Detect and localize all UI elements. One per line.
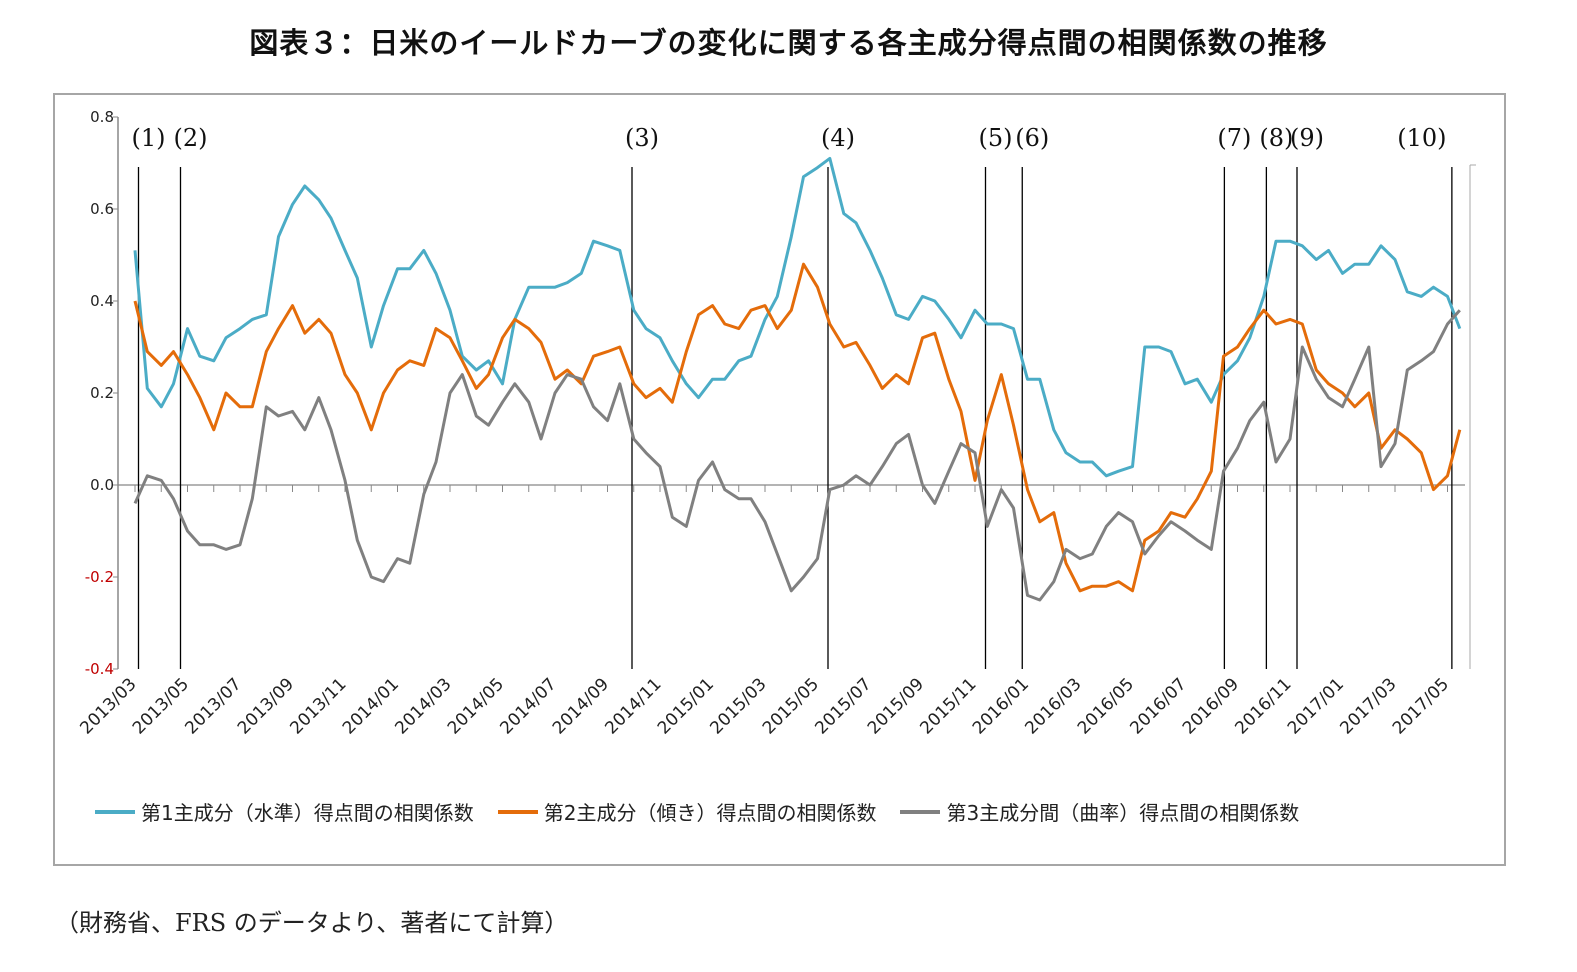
event-label: (9) (1290, 124, 1324, 152)
x-tick-label: 2016/05 (1074, 674, 1138, 738)
legend-swatch-level (95, 809, 135, 814)
x-tick-label: 2014/11 (601, 674, 665, 738)
x-tick-label: 2013/11 (286, 674, 350, 738)
x-tick-label: 2015/07 (811, 674, 875, 738)
x-tick-label: 2017/01 (1284, 674, 1348, 738)
series-slope-line (133, 262, 1462, 593)
event-label: (10) (1397, 124, 1446, 152)
event-label: (2) (174, 124, 208, 152)
event-label: (6) (1015, 124, 1049, 152)
legend-swatch-slope (497, 809, 538, 814)
x-tick-label: 2013/05 (129, 674, 193, 738)
y-tick-label: -0.4 (85, 660, 114, 678)
event-label: (8) (1259, 124, 1293, 152)
x-tick-label: 2017/05 (1389, 674, 1453, 738)
event-label: (7) (1217, 124, 1251, 152)
legend-item-slope: 第2主成分（傾き）得点間の相関係数 (497, 797, 877, 826)
series-level-line (133, 156, 1462, 478)
event-label: (4) (821, 124, 855, 152)
y-tick-label: 0.6 (90, 200, 114, 218)
x-tick-label: 2015/05 (759, 674, 823, 738)
legend-label-slope: 第2主成分（傾き）得点間の相関係数 (543, 801, 877, 825)
chart-frame (53, 93, 1506, 866)
x-tick-label: 2015/11 (916, 674, 980, 738)
y-tick-label: -0.2 (85, 568, 114, 586)
event-label: (1) (132, 124, 166, 152)
x-tick-label: 2015/03 (706, 674, 770, 738)
x-tick-label: 2013/03 (76, 674, 140, 738)
y-tick-label: 0.8 (90, 108, 114, 126)
x-tick-label: 2014/09 (549, 674, 613, 738)
event-label: (3) (625, 124, 659, 152)
y-tick-label: 0.4 (90, 292, 114, 310)
x-tick-label: 2014/01 (339, 674, 403, 738)
x-tick-label: 2013/09 (234, 674, 298, 738)
x-tick-label: 2016/11 (1231, 674, 1295, 738)
y-tick-label: 0.2 (90, 384, 114, 402)
legend-label-curvature: 第3主成分間（曲率）得点間の相関係数 (946, 801, 1300, 825)
source-footnote: （財務省、FRS のデータより、著者にて計算） (55, 909, 569, 937)
x-tick-label: 2014/05 (444, 674, 508, 738)
legend-item-level: 第1主成分（水準）得点間の相関係数 (95, 797, 474, 826)
legend-swatch-curvature (900, 809, 941, 814)
x-tick-label: 2016/07 (1126, 674, 1190, 738)
legend-label-level: 第1主成分（水準）得点間の相関係数 (141, 801, 474, 825)
x-tick-label: 2016/09 (1179, 674, 1243, 738)
x-tick-label: 2016/01 (969, 674, 1033, 738)
x-tick-label: 2013/07 (181, 674, 245, 738)
x-tick-label: 2014/07 (496, 674, 560, 738)
x-tick-label: 2015/09 (864, 674, 928, 738)
chart-title: 図表３：日米のイールドカーブの変化に関する各主成分得点間の相関係数の推移 (249, 26, 1328, 60)
event-label: (5) (979, 124, 1013, 152)
x-tick-label: 2017/03 (1336, 674, 1400, 738)
y-tick-label: 0.0 (90, 476, 114, 494)
x-tick-label: 2016/03 (1021, 674, 1085, 738)
x-tick-label: 2014/03 (391, 674, 455, 738)
x-tick-label: 2015/01 (654, 674, 718, 738)
legend-item-curvature: 第3主成分間（曲率）得点間の相関係数 (900, 797, 1299, 826)
series-curvature-line (133, 309, 1461, 602)
legend: 第1主成分（水準）得点間の相関係数 第2主成分（傾き）得点間の相関係数 第3主成… (95, 797, 1485, 826)
